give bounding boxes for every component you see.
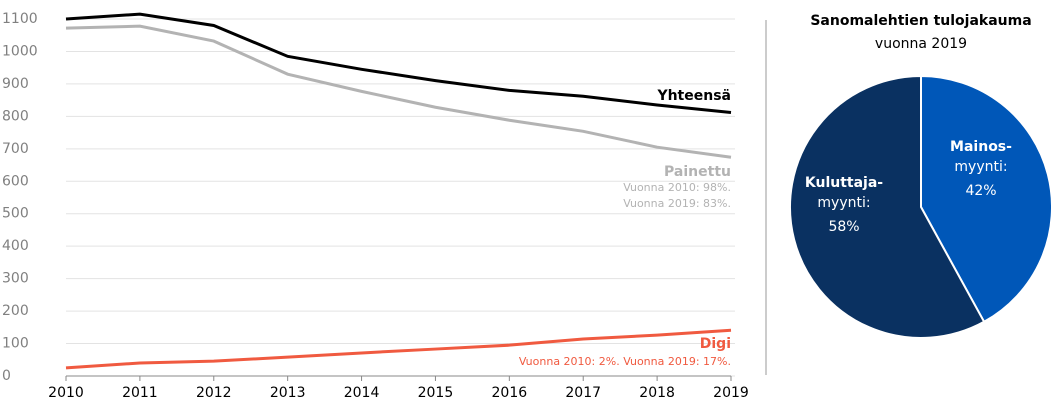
y-tick-label: 900 xyxy=(2,76,29,92)
series-note: Vuonna 2019: 83%. xyxy=(623,197,731,210)
y-tick-label: 0 xyxy=(2,368,11,384)
series-note: Vuonna 2010: 2%. Vuonna 2019: 17%. xyxy=(519,355,731,368)
pie-slice xyxy=(789,74,986,339)
slice-label: myynti: xyxy=(954,159,1007,175)
x-tick-label: 2012 xyxy=(196,385,232,401)
slice-label: myynti: xyxy=(817,195,870,211)
x-tick-label: 2015 xyxy=(418,385,454,401)
slice-label: Kuluttaja- xyxy=(805,175,883,191)
x-tick-label: 2016 xyxy=(492,385,528,401)
pie-subtitle: vuonna 2019 xyxy=(875,36,967,52)
series-line xyxy=(65,24,732,159)
y-tick-label: 800 xyxy=(2,108,29,124)
x-tick-label: 2014 xyxy=(344,385,380,401)
y-tick-label: 200 xyxy=(2,303,29,319)
slice-value-label: 42% xyxy=(965,183,996,199)
series-note: Vuonna 2010: 98%. xyxy=(623,181,731,194)
x-tick-label: 2018 xyxy=(639,385,675,401)
y-tick-label: 100 xyxy=(2,336,29,352)
series-label: Yhteensä xyxy=(656,88,731,104)
series-line xyxy=(65,12,732,114)
y-tick-label: 700 xyxy=(2,141,29,157)
y-tick-label: 500 xyxy=(2,206,29,222)
y-tick-label: 1100 xyxy=(2,11,38,27)
y-tick-label: 300 xyxy=(2,271,29,287)
series-label: Painettu xyxy=(664,164,731,180)
x-tick-label: 2019 xyxy=(713,385,749,401)
pie-slice xyxy=(920,74,1051,324)
y-tick-label: 400 xyxy=(2,238,29,254)
x-tick-label: 2013 xyxy=(270,385,306,401)
series-line xyxy=(65,328,732,370)
x-tick-label: 2017 xyxy=(565,385,601,401)
x-tick-label: 2010 xyxy=(48,385,84,401)
y-tick-label: 1000 xyxy=(2,43,38,59)
slice-label: Mainos- xyxy=(950,139,1012,155)
pie-title: Sanomalehtien tulojakauma xyxy=(810,13,1031,29)
series-label: Digi xyxy=(700,336,731,352)
x-tick-label: 2011 xyxy=(122,385,158,401)
slice-value-label: 58% xyxy=(828,219,859,235)
y-tick-label: 600 xyxy=(2,173,29,189)
